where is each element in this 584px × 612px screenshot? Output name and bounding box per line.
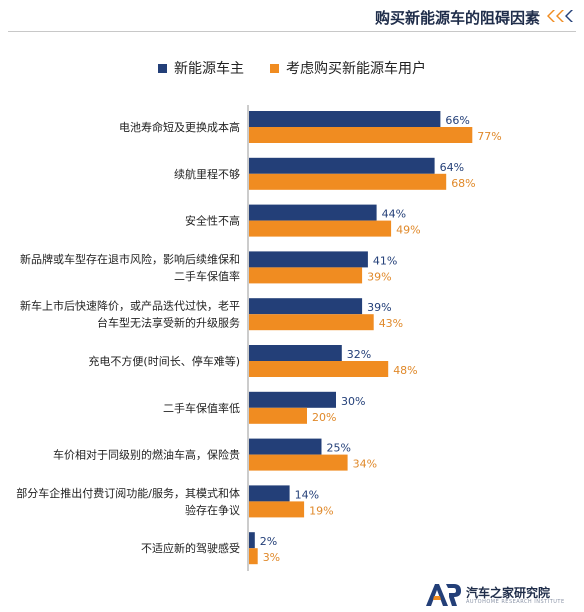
value-label-series-a: 14%	[295, 488, 319, 501]
bar-series-b	[249, 501, 305, 518]
bar-series-b	[249, 361, 389, 377]
bar-series-a	[249, 438, 322, 455]
legend-swatch-series-a	[158, 63, 167, 73]
value-label-series-a: 41%	[373, 254, 397, 267]
value-label-series-b: 20%	[312, 411, 336, 424]
bar-series-a	[249, 157, 435, 174]
legend-label-series-b: 考虑购买新能源车用户	[286, 61, 426, 77]
value-label-series-a: 32%	[347, 348, 371, 361]
value-label-series-b: 49%	[396, 224, 420, 237]
bar-series-a	[249, 485, 290, 502]
chart-legend: 新能源车主 考虑购买新能源车用户	[0, 58, 584, 80]
value-label-series-b: 34%	[353, 458, 377, 471]
legend-swatch-series-b	[270, 63, 279, 73]
value-label-series-b: 68%	[451, 177, 475, 190]
value-label-series-a: 25%	[327, 442, 351, 455]
category-label: 安全性不高	[185, 214, 240, 228]
bar-series-b	[249, 454, 348, 471]
value-label-series-b: 43%	[379, 317, 403, 330]
title-bar: 购买新能源车的阻碍因素	[0, 0, 584, 34]
value-label-series-a: 2%	[260, 535, 277, 548]
value-label-series-a: 44%	[382, 208, 406, 221]
legend-item-series-a: 新能源车主	[158, 58, 244, 78]
logo-name: 汽车之家研究院	[466, 586, 551, 600]
category-label: 不适应新的驾驶感受	[141, 541, 240, 555]
category-label: 新车上市后快速降价，或产品迭代过快，老平	[20, 299, 240, 313]
value-label-series-b: 19%	[309, 504, 333, 517]
bar-series-a	[249, 532, 255, 549]
bar-series-b	[249, 173, 447, 190]
title-divider	[8, 31, 576, 32]
category-label: 续航里程不够	[174, 167, 240, 181]
value-label-series-a: 30%	[341, 395, 365, 408]
logo-subtitle: AUTOHOME RESEARCH INSTITUTE	[466, 599, 565, 605]
bar-series-b	[249, 220, 392, 237]
category-label: 车价相对于同级别的燃油车高，保险贵	[53, 448, 240, 462]
legend-label-series-a: 新能源车主	[174, 61, 244, 77]
bar-series-a	[249, 204, 377, 221]
value-label-series-b: 39%	[367, 270, 391, 283]
category-label: 二手车保值率低	[163, 401, 240, 415]
category-label: 充电不方便(时间长、停车难等)	[88, 354, 240, 368]
value-label-series-a: 64%	[440, 161, 464, 174]
category-label: 部分车企推出付费订阅功能/服务，其模式和体	[16, 486, 240, 500]
page-title: 购买新能源车的阻碍因素	[374, 9, 540, 27]
bar-series-b	[249, 267, 363, 284]
legend-item-series-b: 考虑购买新能源车用户	[270, 58, 426, 78]
triple-chevron-left-icon	[547, 10, 573, 22]
value-label-series-b: 3%	[263, 551, 280, 564]
logo: 汽车之家研究院 AUTOHOME RESEARCH INSTITUTE	[424, 580, 584, 610]
bar-series-b	[249, 548, 258, 565]
bar-series-a	[249, 111, 441, 127]
category-label: 验存在争议	[185, 503, 240, 517]
value-label-series-a: 39%	[367, 301, 391, 314]
ar-logo-icon	[426, 584, 461, 606]
bar-series-a	[249, 345, 342, 361]
bar-series-a	[249, 251, 368, 268]
bar-series-b	[249, 314, 374, 331]
value-label-series-b: 48%	[393, 364, 417, 377]
bar-series-b	[249, 407, 307, 424]
category-label: 二手车保值率	[174, 269, 240, 283]
bar-series-a	[249, 298, 363, 315]
value-label-series-a: 66%	[445, 114, 469, 127]
category-label: 新品牌或车型存在退市风险，影响后续维保和	[20, 252, 240, 266]
value-label-series-b: 77%	[477, 130, 501, 143]
bar-series-b	[249, 127, 473, 143]
bar-series-a	[249, 391, 336, 408]
category-label: 台车型无法享受新的升级服务	[97, 316, 240, 330]
category-label: 电池寿命短及更换成本高	[119, 120, 240, 134]
